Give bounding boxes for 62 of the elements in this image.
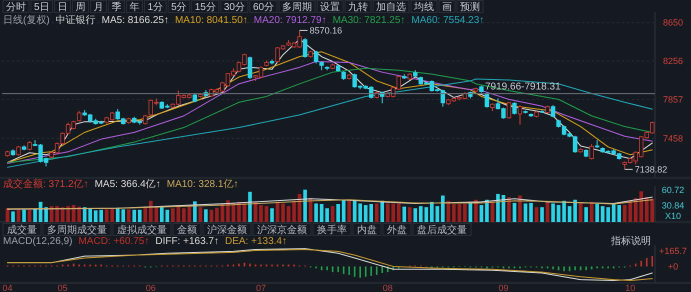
annotation: 年 (130, 1, 140, 13)
y-tick-label: 30.84 (662, 200, 684, 211)
annotation: 8570.16 (310, 25, 342, 36)
text: 多周期成交量 (47, 224, 107, 236)
annotation: 分时 (6, 1, 26, 13)
series-label: MA10: 328.1亿↑ (166, 179, 238, 190)
y-axis-title: X10 (664, 211, 682, 221)
chart-title: MACD(12,26,9) (3, 236, 72, 247)
y-tick-label: 7857 (662, 94, 684, 105)
annotation: 60分 (252, 1, 274, 13)
x-tick-label: 10 (625, 283, 636, 292)
text: MA60: 7554.23↑ (411, 15, 484, 26)
annotation: 周 (76, 2, 86, 13)
y-tick-label: 60.72 (662, 184, 684, 195)
y-tick-label: +0 (668, 261, 678, 272)
annotation: 指标说明 (610, 235, 651, 247)
text: 成交量 (7, 224, 37, 236)
series-label: MA5: 366.4亿↑ (94, 179, 161, 190)
series-label: DEA: +133.4↑ (224, 236, 287, 247)
annotation: 5分 (171, 1, 187, 13)
x-tick-label: 04 (2, 283, 13, 292)
text: 内盘 (357, 224, 377, 236)
x-tick-label: 09 (498, 283, 508, 292)
annotation: 月 (94, 2, 104, 13)
series-label: MACD: +60.75↑ (78, 236, 150, 247)
chart-title: 日线(复权) (3, 14, 50, 26)
annotation: 5日 (34, 2, 50, 13)
annotation: 7138.82 (634, 164, 668, 174)
annotation: 季 (112, 1, 122, 13)
text: MA30: 7821.25↑ (332, 15, 406, 26)
text: 沪深金额 (207, 224, 247, 236)
text: MA20: 7912.79↑ (254, 15, 327, 26)
y-tick-label: +165.7 (659, 246, 687, 256)
text: MA10: 8041.50↑ (174, 15, 248, 26)
text: 金额 (177, 224, 197, 236)
text: MA5: 8166.25↑ (102, 15, 169, 26)
y-tick-label: 8256 (662, 56, 684, 66)
x-tick-label: 07 (256, 283, 266, 292)
series-label: DIFF: +163.7↑ (155, 236, 219, 247)
text: 虚拟成交量 (117, 224, 167, 236)
x-tick-label: 06 (146, 283, 156, 292)
annotation: 15分 (194, 1, 216, 13)
text: 盘后成交量 (417, 224, 467, 236)
annotation: 均线 (413, 1, 434, 13)
text: 外盘 (387, 224, 407, 236)
annotation: 设置 (320, 1, 340, 13)
annotation: 日 (58, 2, 68, 13)
text: 沪深京金额 (257, 224, 307, 236)
chart-subtitle: 中证银行 (56, 14, 96, 26)
annotation: 加自选 (376, 1, 406, 13)
annotation: 九转 (348, 1, 368, 13)
y-tick-label: 7458 (662, 133, 684, 144)
x-tick-label: 05 (58, 283, 68, 292)
x-tick-label: 08 (382, 283, 393, 292)
annotation: 1分 (148, 1, 164, 13)
text: 换手率 (317, 224, 347, 236)
annotation: 画 (442, 2, 452, 13)
series-label: 成交金额: 371.2亿↑ (3, 178, 89, 190)
annotation: 多周期 (282, 1, 312, 13)
annotation: 预测 (460, 1, 480, 13)
y-tick-label: 8650 (662, 18, 684, 28)
annotation: 30分 (224, 1, 245, 13)
